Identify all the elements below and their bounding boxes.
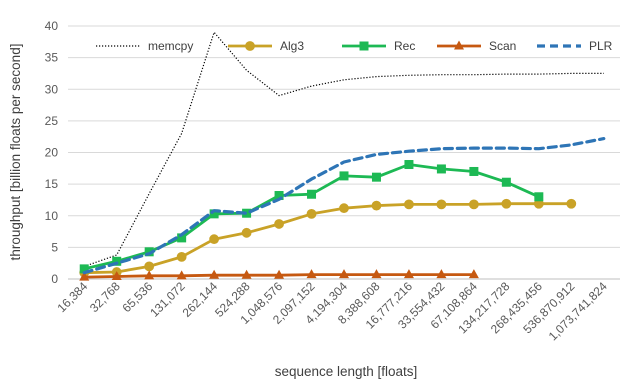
data-point-alg3-8-388-608 [371, 200, 382, 211]
data-point-scan-16-777-216 [403, 269, 414, 279]
legend-label-rec: Rec [394, 39, 415, 53]
data-point-alg3-131-072 [176, 251, 187, 262]
x-tick-label-32-768: 32,768 [87, 279, 123, 315]
series-memcpy [84, 31, 604, 267]
data-point-scan-131-072 [176, 270, 187, 280]
data-point-rec-16-777-216 [404, 160, 414, 170]
series-plr [82, 137, 606, 275]
y-tick-label-10: 10 [45, 209, 59, 223]
data-point-rec-32-768 [112, 256, 122, 266]
data-point-scan-67-108-864 [468, 269, 479, 279]
y-tick-label-30: 30 [45, 82, 59, 96]
data-point-rec-65-536 [144, 247, 154, 257]
data-point-alg3-4-194-304 [339, 203, 349, 214]
legend-label-memcpy: memcpy [148, 39, 193, 53]
y-tick-label-15: 15 [45, 177, 59, 191]
series-line-plr [82, 137, 606, 275]
legend-item-rec: Rec [342, 39, 415, 53]
data-point-rec-2-097-152 [307, 189, 317, 199]
data-point-alg3-2-097-152 [306, 208, 317, 219]
legend-marker-rec [359, 41, 369, 51]
y-tick-label-20: 20 [45, 146, 59, 160]
data-point-alg3-524-288 [241, 227, 252, 238]
legend-label-alg3: Alg3 [280, 39, 304, 53]
data-point-scan-16-384 [79, 271, 90, 281]
x-tick-label-16-384: 16,384 [55, 279, 91, 315]
data-point-alg3-536-870-912 [566, 198, 577, 209]
legend-marker-scan [454, 40, 464, 50]
y-tick-label-35: 35 [45, 51, 59, 65]
data-point-rec-33-554-432 [436, 164, 446, 174]
y-tick-label-5: 5 [51, 240, 58, 254]
data-point-scan-33-554-432 [436, 269, 447, 279]
legend-label-scan: Scan [489, 39, 516, 53]
data-point-rec-8-388-608 [371, 172, 381, 182]
x-axis-title: sequence length [floats] [275, 364, 418, 379]
data-point-alg3-134-217-728 [501, 198, 512, 209]
data-point-scan-1-048-576 [274, 269, 285, 279]
x-tick-label-131-072: 131,072 [147, 279, 188, 320]
data-point-rec-4-194-304 [339, 171, 349, 181]
data-point-scan-8-388-608 [371, 269, 382, 279]
series-layer [79, 31, 606, 281]
legend-label-plr: PLR [589, 39, 613, 53]
x-tick-label-262-144: 262,144 [180, 279, 221, 320]
legend-item-alg3: Alg3 [228, 39, 304, 53]
data-point-scan-4-194-304 [339, 269, 349, 279]
series-scan [79, 269, 479, 281]
data-point-scan-524-288 [241, 269, 252, 279]
data-point-scan-262-144 [209, 269, 220, 279]
y-tick-label-0: 0 [51, 272, 58, 286]
legend: memcpy Alg3 Rec Scan PLR [96, 39, 613, 53]
data-point-rec-1-048-576 [274, 191, 284, 201]
series-line-alg3 [82, 202, 573, 275]
y-axis-title: throughput [billion floats per second] [8, 44, 23, 261]
series-alg3 [79, 198, 577, 278]
data-point-rec-262-144 [209, 209, 219, 219]
data-point-rec-134-217-728 [501, 177, 511, 187]
legend-item-scan: Scan [437, 39, 516, 53]
data-point-alg3-65-536 [144, 261, 155, 272]
y-tick-label-40: 40 [45, 19, 59, 33]
data-point-scan-2-097-152 [306, 269, 317, 279]
y-tick-label-25: 25 [45, 114, 59, 128]
data-point-alg3-16-777-216 [404, 199, 414, 210]
gridlines [68, 25, 620, 280]
data-point-scan-65-536 [144, 270, 155, 280]
data-point-rec-67-108-864 [469, 166, 479, 176]
legend-item-memcpy: memcpy [96, 39, 193, 53]
x-axis-tick-labels: 16,38432,76865,536131,072262,144524,2881… [55, 279, 611, 343]
data-point-rec-268-435-456 [534, 192, 544, 202]
data-point-alg3-1-048-576 [274, 219, 284, 229]
data-point-scan-32-768 [111, 270, 122, 280]
legend-item-plr: PLR [537, 39, 613, 53]
legend-marker-alg3 [245, 41, 255, 51]
data-point-rec-16-384 [79, 264, 89, 274]
series-line-memcpy [84, 31, 604, 267]
y-axis-tick-labels: 0 5 10 15 20 25 30 35 40 [45, 19, 59, 286]
x-tick-label-1-073-741-824: 1,073,741,824 [546, 279, 610, 343]
data-point-rec-131-072 [177, 233, 187, 243]
data-point-alg3-33-554-432 [436, 199, 447, 210]
data-point-alg3-262-144 [209, 234, 220, 245]
data-point-alg3-67-108-864 [468, 199, 479, 210]
